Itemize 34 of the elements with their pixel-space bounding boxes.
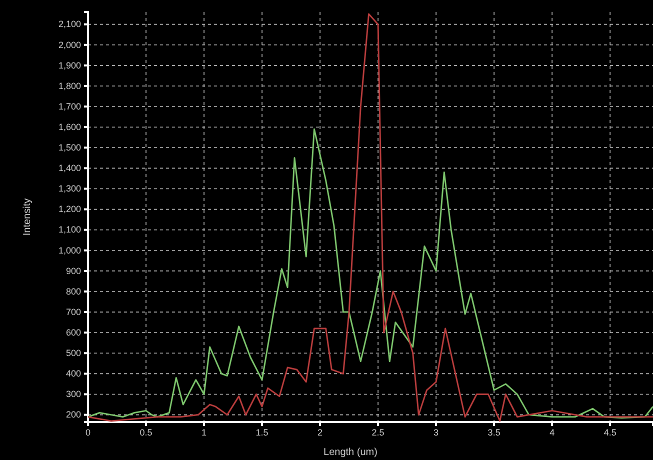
x-tick-label: 1 (202, 427, 207, 438)
y-tick-label: 1,900 (58, 60, 81, 70)
x-tick-label: 0 (85, 427, 91, 438)
y-tick-label: 400 (66, 368, 81, 379)
y-tick-label: 800 (66, 286, 81, 296)
x-tick-label: 2.5 (372, 427, 384, 438)
x-tick-label: 3.5 (488, 427, 500, 438)
x-tick-label: 4 (550, 427, 555, 438)
y-tick-label: 200 (66, 410, 81, 420)
y-tick-label: 1,800 (58, 80, 81, 91)
line-series (87, 13, 653, 422)
y-axis-title: Intensity (22, 198, 33, 236)
x-tick-label: 2 (318, 427, 323, 438)
y-tick-label: 1,700 (58, 101, 81, 112)
y-tick-label: 900 (66, 266, 81, 276)
x-tick-label: 1.5 (256, 427, 268, 438)
x-axis-title: Length (um) (324, 447, 378, 458)
y-tick-label: 1,400 (58, 163, 81, 174)
y-tick-label: 300 (66, 389, 81, 400)
x-tick-label: 4.5 (604, 427, 616, 438)
x-tick-label: 0.5 (140, 427, 152, 438)
y-tick-label: 1,000 (58, 245, 81, 256)
y-tick-label: 2,000 (58, 40, 81, 50)
y-tick-label: 1,300 (58, 184, 81, 194)
y-tick-label: 1,200 (58, 204, 81, 214)
y-tick-label: 1,500 (58, 142, 81, 153)
y-tick-label: 500 (66, 348, 81, 358)
y-tick-label: 2,100 (58, 19, 81, 30)
y-tick-label: 600 (66, 327, 81, 338)
y-tick-label: 1,100 (58, 224, 81, 235)
y-tick-label: 700 (66, 306, 81, 317)
y-tick-label: 1,600 (58, 122, 81, 132)
line-series (87, 128, 653, 419)
x-tick-label: 3 (434, 427, 439, 438)
